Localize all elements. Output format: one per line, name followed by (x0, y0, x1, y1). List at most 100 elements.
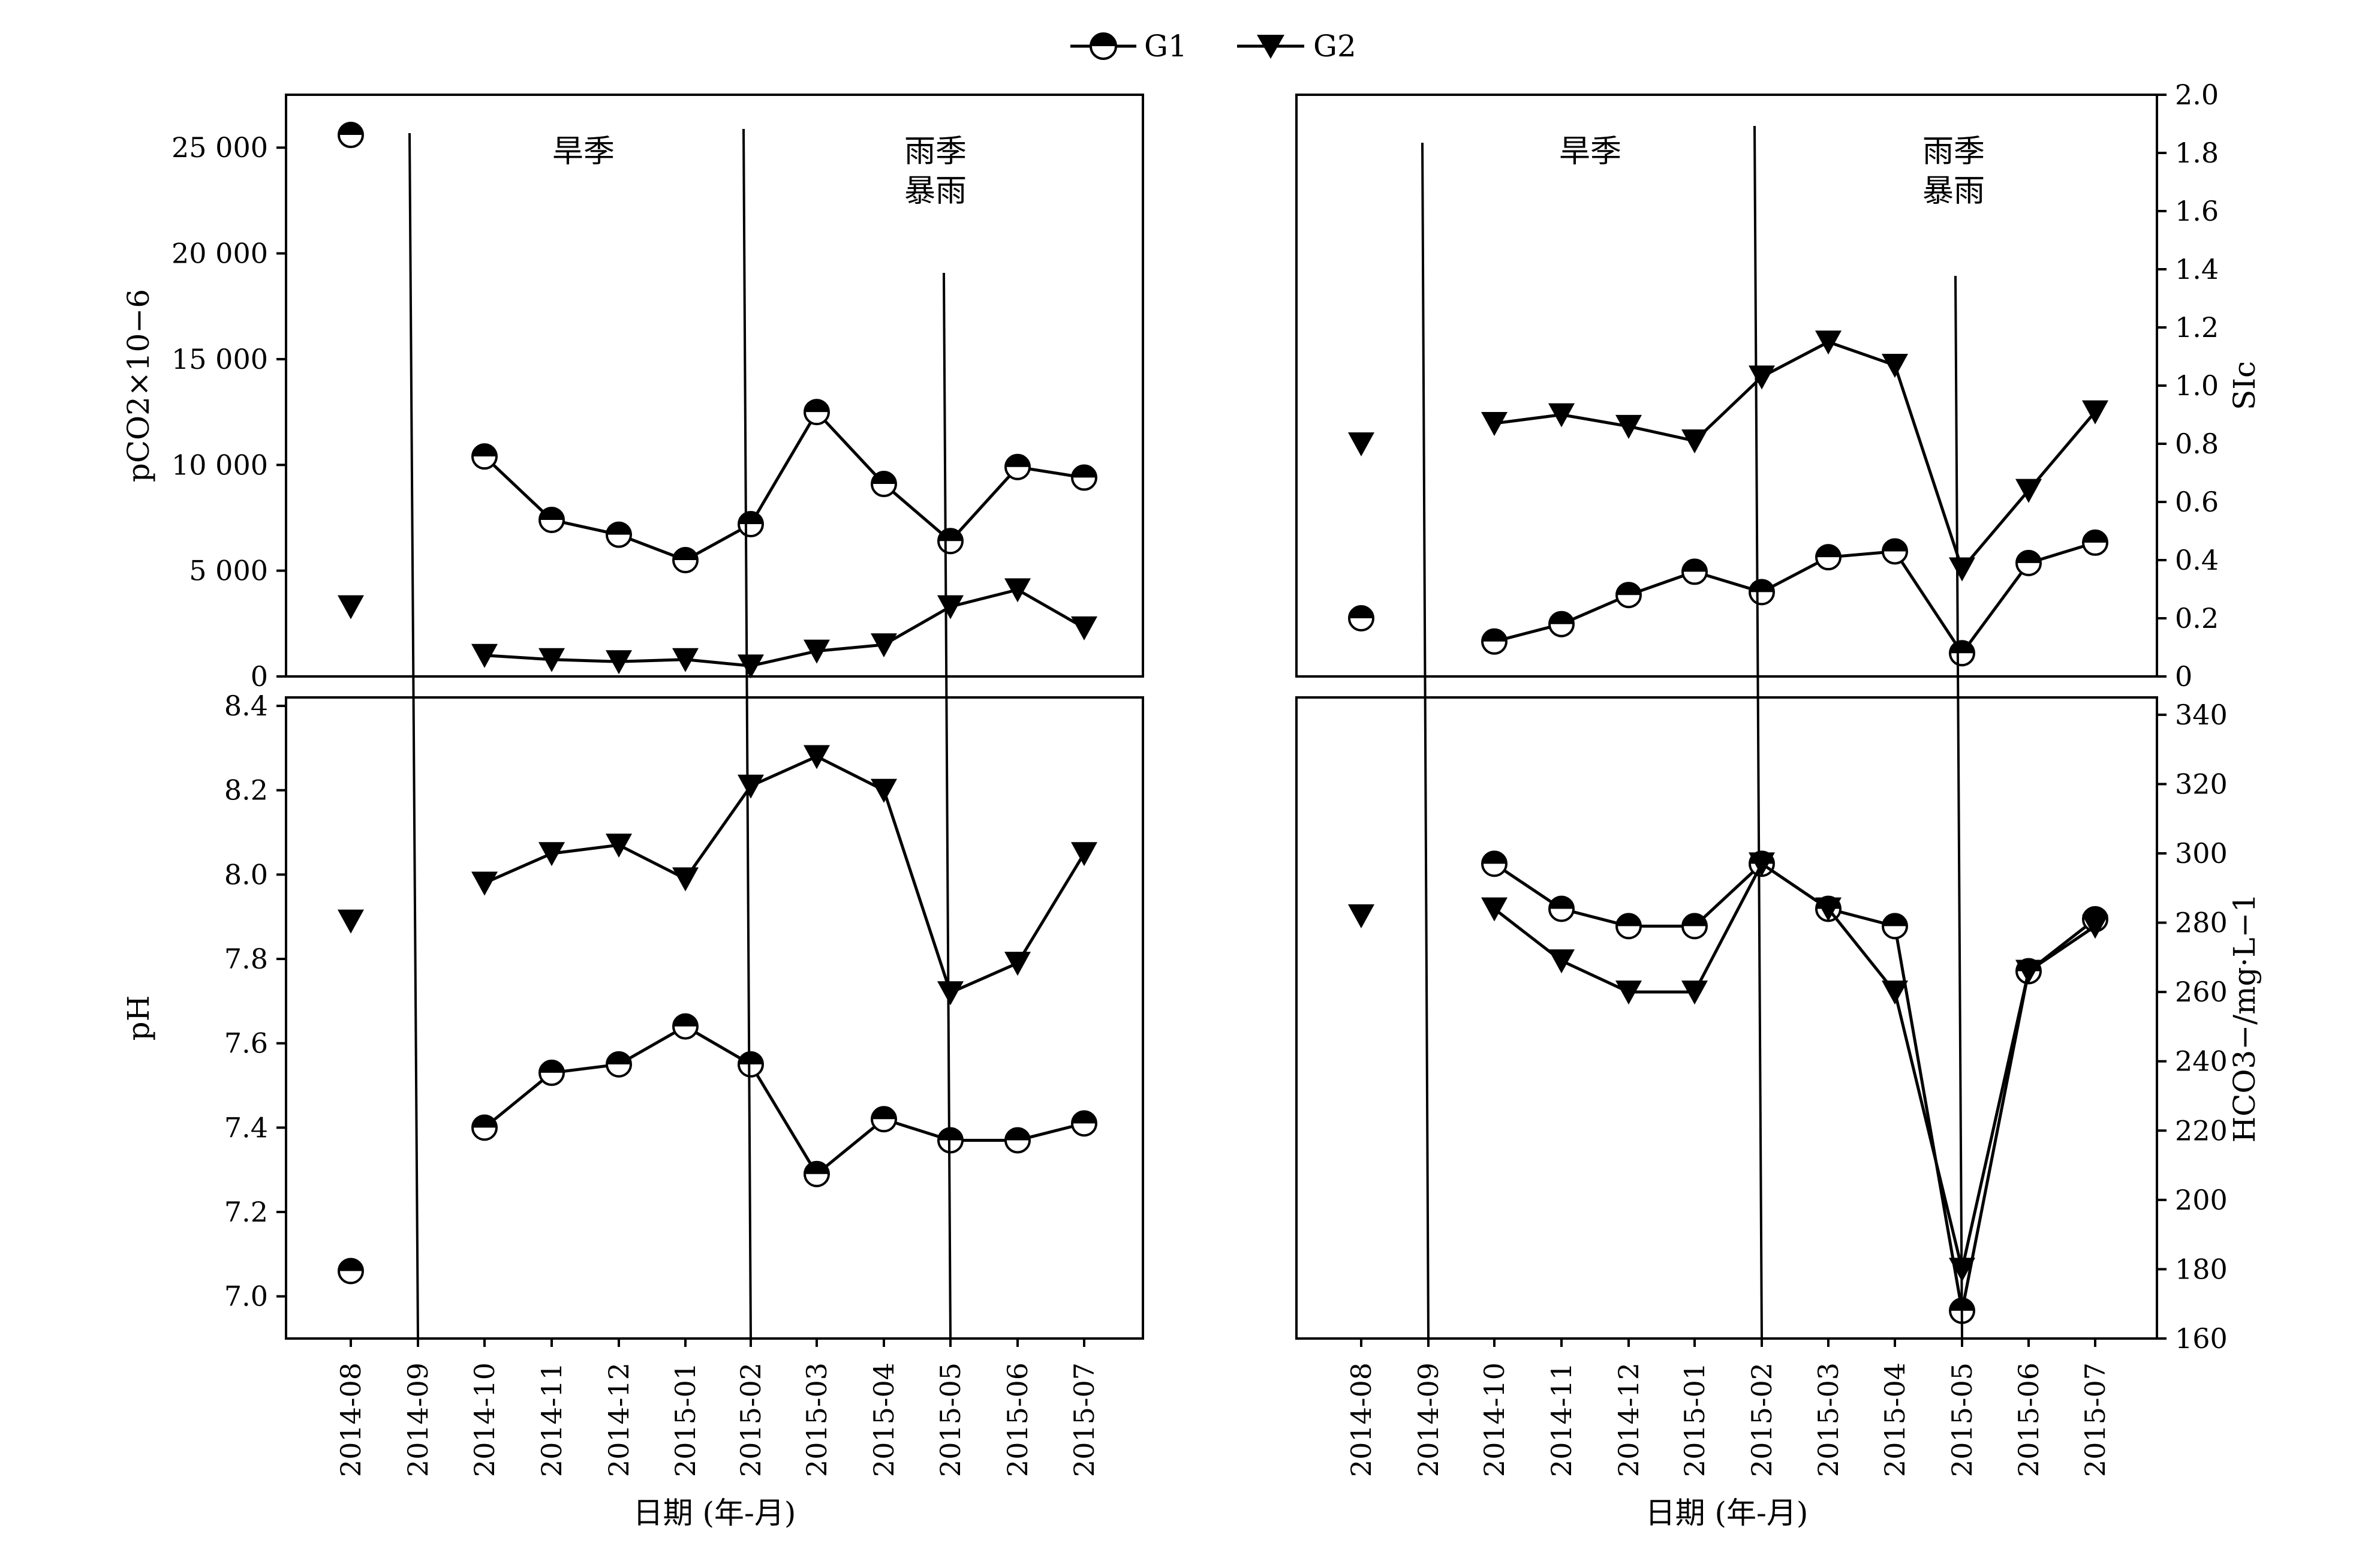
point-hco3-g2-7 (1815, 897, 1842, 922)
ytick-label-sic-8: 1.6 (2175, 195, 2219, 227)
point-sic-g2-7 (1815, 330, 1842, 355)
point-sic-g1-3 (1548, 610, 1575, 637)
ytick-label-pco2-1: 5 000 (189, 555, 268, 587)
series-line-pco2-g2-1 (484, 588, 1085, 667)
point-sic-g1-2-fill (1482, 629, 1506, 642)
ytick-label-hco3-3: 220 (2175, 1114, 2228, 1147)
point-pco2-g1-6-fill (739, 512, 763, 525)
point-pco2-g2-0 (338, 595, 364, 619)
point-ph-g1-6-fill (739, 1052, 763, 1064)
point-pco2-g2-11 (1071, 616, 1097, 640)
point-sic-g1-9 (1949, 640, 1975, 667)
period-label-wet-left-line-1: 暴雨 (904, 173, 967, 209)
point-ph-g1-2-fill (473, 1115, 497, 1128)
point-ph-g1-5 (672, 1013, 699, 1040)
xtick-label-ph-2: 2014-10 (468, 1363, 501, 1477)
legend-item-g1: G1 (1070, 29, 1187, 64)
panel-ph: 7.0 7.2 7.4 7.6 7.8 8.0 8.2 8.4 pH 2014-08 2014-09… (121, 690, 1144, 1530)
point-ph-g2-8 (871, 778, 897, 803)
point-ph-g2-9 (937, 981, 964, 1006)
ylabel-pco2: pCO2×10−6 (121, 289, 156, 482)
xtick-label-hco3-9: 2015-05 (1946, 1363, 1978, 1477)
point-ph-g2-7 (804, 745, 830, 769)
xtick-label-hco3-3: 2014-11 (1545, 1363, 1578, 1477)
ytick-label-sic-10: 2.0 (2175, 79, 2219, 111)
ytick-label-hco3-9: 340 (2175, 699, 2228, 731)
point-pco2-g1-3-fill (540, 507, 564, 520)
divider-right-2015-05 (1954, 275, 1963, 1339)
divider-right-2014-09 (1421, 142, 1430, 1339)
point-sic-g2-5 (1681, 429, 1708, 454)
xtick-label-ph-11: 2015-07 (1068, 1363, 1100, 1477)
point-sic-g1-3-fill (1549, 612, 1573, 624)
divider-left-2015-02 (742, 128, 752, 1339)
point-pco2-g2-4 (606, 650, 632, 675)
point-ph-g2-6 (738, 774, 764, 799)
point-hco3-g1-2 (1481, 850, 1508, 877)
xtick-label-ph-0: 2014-08 (335, 1363, 367, 1477)
point-hco3-g1-3-fill (1549, 897, 1573, 909)
point-sic-g2-10 (2015, 479, 2042, 503)
point-sic-g2-4 (1615, 414, 1642, 439)
xtick-label-ph-7: 2015-03 (801, 1363, 833, 1477)
point-ph-g1-8-fill (872, 1107, 896, 1120)
xtick-label-ph-6: 2015-02 (735, 1363, 767, 1477)
period-label-wet-right: 雨季暴雨 (1922, 134, 1985, 209)
period-label-dry-left-line-0: 旱季 (552, 134, 615, 170)
xtick-label-ph-9: 2015-05 (934, 1363, 967, 1477)
ytick-label-sic-9: 1.8 (2175, 137, 2219, 169)
point-pco2-g2-5 (672, 648, 699, 672)
point-pco2-g1-4-fill (607, 522, 631, 535)
point-sic-g1-8-fill (1883, 539, 1907, 552)
point-pco2-g1-2-fill (473, 444, 497, 457)
point-pco2-g1-0 (338, 122, 364, 149)
ytick-label-ph-0: 7.0 (224, 1280, 268, 1313)
point-sic-g1-5 (1681, 558, 1708, 585)
xtick-label-ph-8: 2015-04 (868, 1363, 900, 1477)
ytick-label-pco2-2: 10 000 (171, 449, 268, 481)
ytick-label-ph-3: 7.6 (224, 1027, 268, 1060)
period-label-dry-left: 旱季 (552, 134, 615, 170)
xtick-label-hco3-7: 2015-03 (1812, 1363, 1845, 1477)
xtick-label-ph-4: 2014-12 (603, 1363, 635, 1477)
point-sic-g2-0 (1348, 432, 1374, 456)
ytick-label-sic-2: 0.4 (2175, 544, 2219, 576)
point-hco3-g1-8-fill (1883, 914, 1907, 927)
point-ph-g1-0 (338, 1258, 364, 1285)
point-pco2-g2-9 (937, 595, 964, 619)
point-ph-g1-3-fill (540, 1060, 564, 1073)
period-label-wet-left: 雨季暴雨 (904, 134, 967, 209)
point-pco2-g2-8 (871, 633, 897, 658)
ytick-label-pco2-3: 15 000 (171, 343, 268, 375)
point-hco3-g1-2-fill (1482, 852, 1506, 864)
point-sic-g2-11 (2082, 400, 2108, 425)
point-pco2-g1-4 (606, 521, 632, 548)
ytick-label-hco3-6: 280 (2175, 907, 2228, 939)
point-pco2-g1-2 (471, 443, 498, 470)
point-pco2-g1-8 (871, 471, 897, 498)
ytick-label-ph-5: 8.0 (224, 858, 268, 891)
ylabel-ph: pH (121, 995, 156, 1041)
ytick-label-ph-6: 8.2 (224, 774, 268, 807)
ytick-label-sic-3: 0.6 (2175, 486, 2219, 518)
xtick-label-hco3-4: 2014-12 (1612, 1363, 1645, 1477)
legend-label-g1: G1 (1144, 29, 1187, 64)
point-ph-g1-10 (1004, 1127, 1031, 1154)
panel-pco2: 0 5 000 10 000 15 000 20 000 25 000 pCO2×10−6 (121, 94, 1144, 693)
point-hco3-g2-6 (1749, 852, 1775, 877)
point-pco2-g1-10-fill (1006, 455, 1030, 467)
plot-frame-hco3 (1295, 696, 2158, 1340)
point-ph-g2-0 (338, 909, 364, 934)
point-sic-g2-8 (1882, 354, 1908, 378)
point-hco3-g1-5-fill (1683, 914, 1707, 927)
ytick-label-ph-2: 7.4 (224, 1111, 268, 1144)
point-sic-g1-6-fill (1750, 580, 1774, 592)
point-hco3-g2-2 (1481, 897, 1508, 922)
ytick-label-pco2-4: 20 000 (171, 237, 268, 270)
point-pco2-g1-7 (804, 399, 830, 426)
point-ph-g1-7-fill (805, 1162, 829, 1174)
point-sic-g1-9-fill (1950, 641, 1974, 654)
point-pco2-g2-7 (804, 639, 830, 664)
point-hco3-g1-5 (1681, 913, 1708, 940)
